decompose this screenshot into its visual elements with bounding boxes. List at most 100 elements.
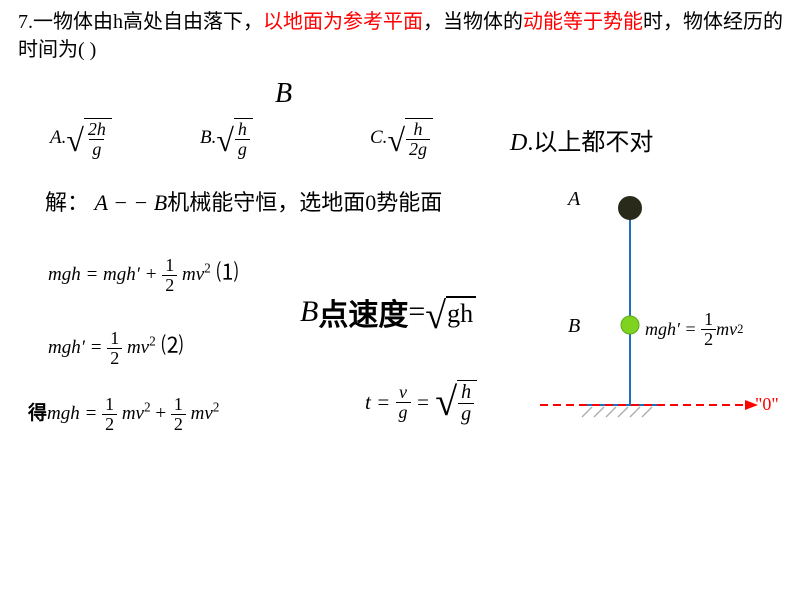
big-b: B xyxy=(300,295,318,329)
den: 2 xyxy=(162,275,177,295)
eq3-de: 得 xyxy=(28,403,47,424)
time-equation: t = v g = √ h g xyxy=(365,380,477,425)
eq3-plus: + xyxy=(151,403,171,424)
eq3-m1: mv xyxy=(122,403,144,424)
t-label: t = xyxy=(365,390,390,415)
q-num: 7. xyxy=(18,11,33,33)
point-a xyxy=(618,196,642,220)
equation-2: mgh′ = 1 2 mv2 ⑵ xyxy=(48,328,183,368)
sqrt-a: √ 2h g xyxy=(66,118,112,159)
eq1-tag: ⑴ xyxy=(211,260,239,285)
sqrt-symbol: √ xyxy=(66,124,84,165)
sqrt-body: h 2g xyxy=(405,118,433,159)
eq2-sup: 2 xyxy=(149,334,156,349)
big-equation: B点速度= √ gh xyxy=(300,290,476,334)
sqrt-body: h g xyxy=(234,118,253,159)
sol-text: 机械能守恒，选地面0势能面 xyxy=(167,190,442,215)
num: h xyxy=(235,120,250,139)
side-right: mv xyxy=(716,319,737,340)
big-sqrt-body: gh xyxy=(447,299,473,329)
t-sqrt: √ h g xyxy=(435,380,477,425)
option-d: D.以上都不对 xyxy=(510,122,653,157)
zero-label: "0" xyxy=(755,394,779,415)
eq3-f1: 1 2 xyxy=(102,395,117,434)
num: 2h xyxy=(85,120,109,139)
free-fall-diagram: A B "0" mgh′ = 1 2 mv2 xyxy=(540,180,790,440)
opt-d-text: .以上都不对 xyxy=(527,130,653,156)
frac-a: 2h g xyxy=(85,120,109,159)
solution-line: 解： A − − B机械能守恒，选地面0势能面 xyxy=(45,185,442,217)
eq1-right: mv xyxy=(182,264,204,285)
big-sqrt: √ gh xyxy=(425,296,476,329)
eq1-left: mgh = mgh′ + xyxy=(48,264,158,285)
den: g xyxy=(235,139,250,159)
sol-ab: A − − B xyxy=(95,190,168,215)
eq1-frac: 1 2 xyxy=(162,256,177,295)
sol-colon: ： xyxy=(67,190,89,215)
num: h xyxy=(458,382,474,403)
equation-3: 得mgh = 1 2 mv2 + 1 2 mv2 xyxy=(28,395,219,434)
den: g xyxy=(89,139,104,159)
big-eq-sign: = xyxy=(408,295,425,329)
frac-c: h 2g xyxy=(406,120,430,159)
q-p1: 一物体由h高处自由落下， xyxy=(33,11,263,33)
t-eq2: = xyxy=(416,390,430,415)
sqrt-body: gh xyxy=(446,296,476,329)
num: 1 xyxy=(701,310,716,329)
side-frac: 1 2 xyxy=(701,310,716,349)
eq2-frac: 1 2 xyxy=(107,329,122,368)
option-b: B. √ h g xyxy=(200,118,253,159)
question-text: 7.一物体由h高处自由落下，以地面为参考平面，当物体的动能等于势能时，物体经历的… xyxy=(18,8,784,64)
opt-a-label: A. xyxy=(50,127,66,149)
q-p2: ，当物体的 xyxy=(423,11,523,33)
den: 2 xyxy=(107,348,122,368)
opt-c-label: C. xyxy=(370,127,387,149)
label-a: A xyxy=(568,188,580,211)
num: 1 xyxy=(102,395,117,414)
eq3-s1: 2 xyxy=(144,399,151,414)
sol-prefix: 解 xyxy=(45,190,67,215)
t-frac1: v g xyxy=(396,383,411,422)
den: 2 xyxy=(102,414,117,434)
eq3-f2: 1 2 xyxy=(171,395,186,434)
num: 1 xyxy=(107,329,122,348)
eq2-left: mgh′ = xyxy=(48,337,102,358)
sqrt-symbol: √ xyxy=(387,124,405,165)
point-b xyxy=(621,316,639,334)
big-text: 点速度 xyxy=(318,290,408,334)
sqrt-symbol: √ xyxy=(435,386,457,431)
side-left: mgh′ = xyxy=(645,319,697,340)
den: 2 xyxy=(171,414,186,434)
side-sup: 2 xyxy=(737,322,743,337)
num: v xyxy=(396,383,410,402)
num: 1 xyxy=(171,395,186,414)
sqrt-body: 2h g xyxy=(84,118,112,159)
eq1-sup: 2 xyxy=(204,261,211,276)
eq3-left: mgh = xyxy=(47,403,97,424)
den: 2 xyxy=(701,329,716,349)
equation-1: mgh = mgh′ + 1 2 mv2 ⑴ xyxy=(48,255,238,295)
q-red1: 以地面为参考平面 xyxy=(263,11,423,33)
q-red2: 动能等于势能 xyxy=(523,11,643,33)
sqrt-symbol: √ xyxy=(425,300,446,333)
sqrt-b: √ h g xyxy=(216,118,253,159)
answer-mark: B xyxy=(275,78,292,110)
eq3-m2: mv xyxy=(191,403,213,424)
ground-hatch xyxy=(580,405,660,417)
eq2-tag: ⑵ xyxy=(156,333,184,358)
sqrt-body: h g xyxy=(457,380,477,425)
side-equation: mgh′ = 1 2 mv2 xyxy=(645,310,743,349)
opt-d-label: D xyxy=(510,130,527,156)
eq2-right: mv xyxy=(127,337,149,358)
option-a: A. √ 2h g xyxy=(50,118,112,159)
den: g xyxy=(396,402,411,422)
option-c: C. √ h 2g xyxy=(370,118,433,159)
frac-b: h g xyxy=(235,120,250,159)
label-b: B xyxy=(568,315,580,338)
sqrt-c: √ h 2g xyxy=(387,118,433,159)
den: g xyxy=(458,403,474,425)
den: 2g xyxy=(406,139,430,159)
num: h xyxy=(411,120,426,139)
eq3-s2: 2 xyxy=(213,399,220,414)
num: 1 xyxy=(162,256,177,275)
